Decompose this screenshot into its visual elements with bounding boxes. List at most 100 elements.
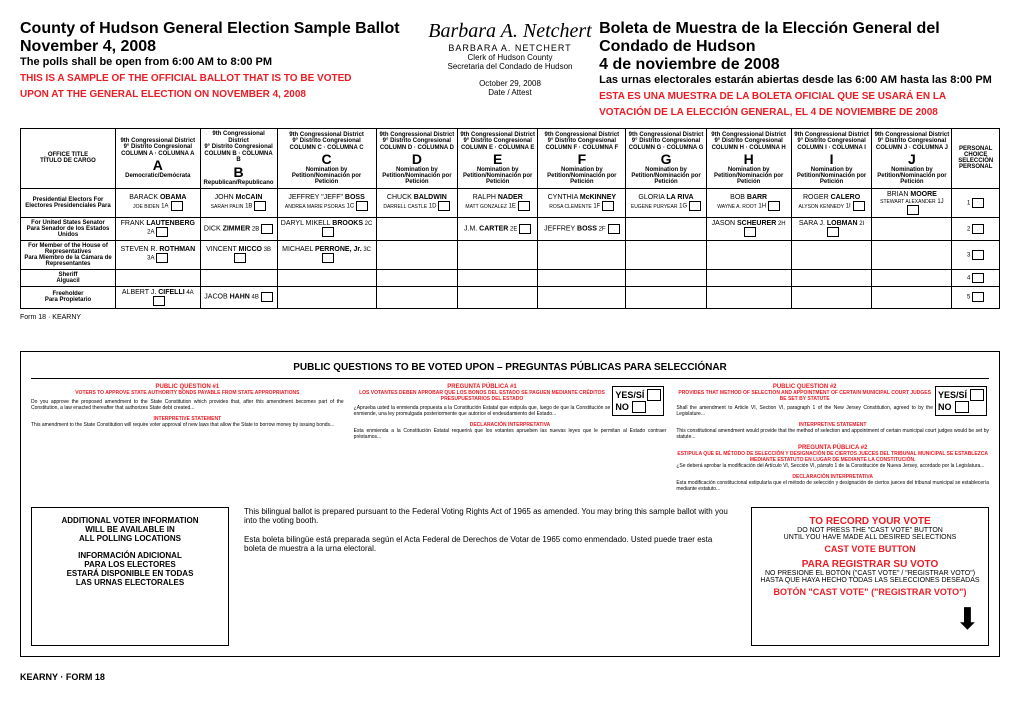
candidate-cell[interactable]	[872, 240, 952, 269]
candidate-cell[interactable]	[872, 286, 952, 308]
candidate-cell[interactable]	[791, 240, 872, 269]
candidate-cell[interactable]: STEVEN R. ROTHMAN 3A	[116, 240, 201, 269]
personal-choice-cell[interactable]: 5	[952, 286, 1000, 308]
header: County of Hudson General Election Sample…	[20, 20, 1000, 118]
candidate-cell[interactable]: J.M. CARTER 2E	[458, 217, 538, 240]
candidate-cell[interactable]: BRIAN MOORESTEWART ALEXANDER 1J	[872, 188, 952, 217]
notice-es-1: ESTA ES UNA MUESTRA DE LA BOLETA OFICIAL…	[599, 91, 1000, 102]
personal-choice-cell[interactable]: 4	[952, 269, 1000, 286]
candidate-cell[interactable]	[376, 269, 458, 286]
candidate-cell[interactable]	[277, 286, 376, 308]
candidate-cell[interactable]	[376, 240, 458, 269]
additional-info-box: ADDITIONAL VOTER INFORMATION WILL BE AVA…	[31, 507, 229, 646]
clerk-name: BARBARA A. NETCHERT	[421, 43, 599, 53]
candidate-cell[interactable]	[458, 286, 538, 308]
notice-en-1: THIS IS A SAMPLE OF THE OFFICIAL BALLOT …	[20, 73, 421, 84]
candidate-cell[interactable]: CHUCK BALDWINDARRELL CASTLE 1D	[376, 188, 458, 217]
q2-yes-no: YES/SÍ NO	[935, 386, 987, 416]
form-label-bottom: KEARNY · FORM 18	[20, 672, 1000, 682]
bilingual-notice: This bilingual ballot is prepared pursua…	[244, 507, 736, 646]
polls-en: The polls shall be open from 6:00 AM to …	[20, 56, 421, 68]
candidate-cell[interactable]	[458, 240, 538, 269]
questions-title: PUBLIC QUESTIONS TO BE VOTED UPON – PREG…	[31, 362, 989, 379]
candidate-cell[interactable]: SARA J. LOBMAN 2I	[791, 217, 872, 240]
candidate-cell[interactable]	[538, 269, 626, 286]
candidate-cell[interactable]: JASON SCHEURER 2H	[706, 217, 791, 240]
candidate-cell[interactable]: GLORIA LA RIVAEUGENE PURYEAR 1G	[626, 188, 706, 217]
candidate-cell[interactable]: MICHAEL PERRONE, Jr. 3C	[277, 240, 376, 269]
candidate-cell[interactable]: ROGER CALEROALYSON KENNEDY 1I	[791, 188, 872, 217]
candidate-cell[interactable]	[538, 286, 626, 308]
candidate-cell[interactable]	[277, 269, 376, 286]
q2-no-checkbox[interactable]	[955, 401, 969, 413]
notice-es-2: VOTACIÓN DE LA ELECCIÓN GENERAL, EL 4 DE…	[599, 107, 1000, 118]
candidate-cell[interactable]: DARYL MIKELL BROOKS 2C	[277, 217, 376, 240]
q1-yes-checkbox[interactable]	[647, 389, 661, 401]
personal-choice-cell[interactable]: 3	[952, 240, 1000, 269]
candidate-cell[interactable]: ALBERT J. CIFELLI 4A	[116, 286, 201, 308]
candidate-cell[interactable]	[538, 240, 626, 269]
candidate-cell[interactable]: JEFFREY "JEFF" BOSSANDREA MARIE PSORAS 1…	[277, 188, 376, 217]
column-header: 9th Congressional District9° Distrito Co…	[458, 129, 538, 189]
date-en: November 4, 2008	[20, 38, 421, 56]
column-header: 9th Congressional District9° Distrito Co…	[200, 129, 277, 189]
office-row: Presidential Electors ForElectores Presi…	[21, 188, 1000, 217]
column-header: 9th Congressional District9° Distrito Co…	[872, 129, 952, 189]
personal-choice-cell[interactable]: 2	[952, 217, 1000, 240]
column-header: 9th Congressional District9° Distrito Co…	[376, 129, 458, 189]
candidate-cell[interactable]	[200, 269, 277, 286]
candidate-cell[interactable]: JACOB HAHN 4B	[200, 286, 277, 308]
title-es: Boleta de Muestra de la Elección General…	[599, 20, 1000, 56]
candidate-cell[interactable]: FRANK LAUTENBERG 2A	[116, 217, 201, 240]
candidate-cell[interactable]: BARACK OBAMAJOE BIDEN 1A	[116, 188, 201, 217]
candidate-cell[interactable]	[116, 269, 201, 286]
attest-date: October 29, 2008	[421, 79, 599, 88]
candidate-cell[interactable]	[458, 269, 538, 286]
candidate-cell[interactable]	[706, 269, 791, 286]
public-questions: PUBLIC QUESTIONS TO BE VOTED UPON – PREG…	[20, 351, 1000, 657]
column-header: 9th Congressional District9° Distrito Co…	[116, 129, 201, 189]
personal-choice-header: PERSONAL CHOICESELECCIÓN PERSONAL	[952, 129, 1000, 189]
office-cell: For United States SenatorPara Senador de…	[21, 217, 116, 240]
candidate-cell[interactable]	[626, 269, 706, 286]
date-es: 4 de noviembre de 2008	[599, 56, 1000, 74]
column-header: 9th Congressional District9° Distrito Co…	[538, 129, 626, 189]
ballot-table: OFFICE TITLE TÍTULO DE CARGO 9th Congres…	[20, 128, 1000, 309]
candidate-cell[interactable]	[872, 269, 952, 286]
office-row: For Member of the House of Representativ…	[21, 240, 1000, 269]
office-header: OFFICE TITLE TÍTULO DE CARGO	[21, 129, 116, 189]
record-vote-box: TO RECORD YOUR VOTE DO NOT PRESS THE "CA…	[751, 507, 989, 646]
clerk-title-es: Secretaria del Condado de Hudson	[421, 62, 599, 71]
candidate-cell[interactable]: CYNTHIA McKINNEYROSA CLEMENTE 1F	[538, 188, 626, 217]
column-header-row: OFFICE TITLE TÍTULO DE CARGO 9th Congres…	[21, 129, 1000, 189]
candidate-cell[interactable]	[626, 240, 706, 269]
candidate-cell[interactable]: JOHN McCAINSARAH PALIN 1B	[200, 188, 277, 217]
question-1-en: PUBLIC QUESTION #1 VOTERS TO APPROVE STA…	[31, 384, 344, 492]
office-row: FreeholderPara PropietarioALBERT J. CIFE…	[21, 286, 1000, 308]
candidate-cell[interactable]: JEFFREY BOSS 2F	[538, 217, 626, 240]
form-label-top: Form 18 · KEARNY	[20, 314, 1000, 321]
office-row: For United States SenatorPara Senador de…	[21, 217, 1000, 240]
office-cell: Presidential Electors ForElectores Presi…	[21, 188, 116, 217]
candidate-cell[interactable]: DICK ZIMMER 2B	[200, 217, 277, 240]
candidate-cell[interactable]: RALPH NADERMATT GONZALEZ 1E	[458, 188, 538, 217]
candidate-cell[interactable]	[791, 286, 872, 308]
candidate-cell[interactable]	[376, 286, 458, 308]
candidate-cell[interactable]	[791, 269, 872, 286]
personal-choice-cell[interactable]: 1	[952, 188, 1000, 217]
q1-yes-no: YES/SÍ NO	[612, 386, 664, 416]
polls-es: Las urnas electorales estarán abiertas d…	[599, 74, 1000, 86]
candidate-cell[interactable]	[626, 286, 706, 308]
candidate-cell[interactable]	[626, 217, 706, 240]
q2-yes-checkbox[interactable]	[970, 389, 984, 401]
title-en: County of Hudson General Election Sample…	[20, 20, 421, 38]
candidate-cell[interactable]	[706, 240, 791, 269]
candidate-cell[interactable]: VINCENT MICCO 3B	[200, 240, 277, 269]
column-header: 9th Congressional District9° Distrito Co…	[706, 129, 791, 189]
candidate-cell[interactable]: BOB BARRWAYNE A. ROOT 1H	[706, 188, 791, 217]
candidate-cell[interactable]	[376, 217, 458, 240]
column-header: 9th Congressional District9° Distrito Co…	[626, 129, 706, 189]
candidate-cell[interactable]	[872, 217, 952, 240]
candidate-cell[interactable]	[706, 286, 791, 308]
q1-no-checkbox[interactable]	[632, 401, 646, 413]
